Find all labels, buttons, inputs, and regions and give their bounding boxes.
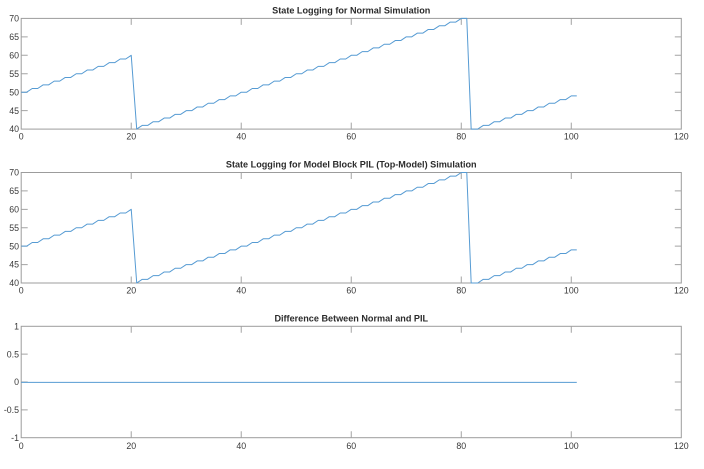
svg-text:45: 45	[9, 260, 19, 270]
svg-text:60: 60	[346, 132, 356, 142]
svg-text:60: 60	[9, 50, 19, 60]
svg-text:Difference Between Normal and: Difference Between Normal and PIL	[274, 313, 428, 323]
svg-text:0: 0	[19, 441, 24, 451]
svg-text:40: 40	[236, 286, 246, 296]
svg-text:55: 55	[9, 223, 19, 233]
svg-text:40: 40	[9, 278, 19, 288]
svg-text:20: 20	[126, 441, 136, 451]
svg-text:45: 45	[9, 106, 19, 116]
svg-text:60: 60	[346, 286, 356, 296]
svg-text:0.5: 0.5	[7, 349, 19, 359]
svg-text:20: 20	[126, 132, 136, 142]
svg-text:120: 120	[674, 132, 689, 142]
svg-text:40: 40	[236, 132, 246, 142]
svg-text:0: 0	[19, 286, 24, 296]
svg-text:100: 100	[564, 441, 579, 451]
svg-text:70: 70	[9, 168, 19, 178]
svg-text:80: 80	[456, 286, 466, 296]
svg-text:100: 100	[564, 132, 579, 142]
svg-text:1: 1	[14, 321, 19, 331]
svg-text:65: 65	[9, 32, 19, 42]
svg-text:20: 20	[126, 286, 136, 296]
svg-text:50: 50	[9, 87, 19, 97]
svg-text:120: 120	[674, 286, 689, 296]
svg-text:-1: -1	[11, 433, 19, 443]
svg-text:100: 100	[564, 286, 579, 296]
svg-text:50: 50	[9, 241, 19, 251]
svg-text:40: 40	[236, 441, 246, 451]
svg-text:State Logging for Normal Simul: State Logging for Normal Simulation	[272, 5, 430, 15]
svg-text:0: 0	[14, 377, 19, 387]
svg-text:-0.5: -0.5	[4, 405, 19, 415]
svg-text:60: 60	[346, 441, 356, 451]
svg-text:40: 40	[9, 124, 19, 134]
svg-text:120: 120	[674, 441, 689, 451]
svg-text:0: 0	[19, 132, 24, 142]
svg-text:80: 80	[456, 132, 466, 142]
svg-text:65: 65	[9, 186, 19, 196]
svg-text:55: 55	[9, 69, 19, 79]
svg-text:70: 70	[9, 14, 19, 24]
svg-text:60: 60	[9, 204, 19, 214]
svg-text:80: 80	[456, 441, 466, 451]
svg-text:State Logging for Model Block: State Logging for Model Block PIL (Top-M…	[226, 159, 477, 169]
